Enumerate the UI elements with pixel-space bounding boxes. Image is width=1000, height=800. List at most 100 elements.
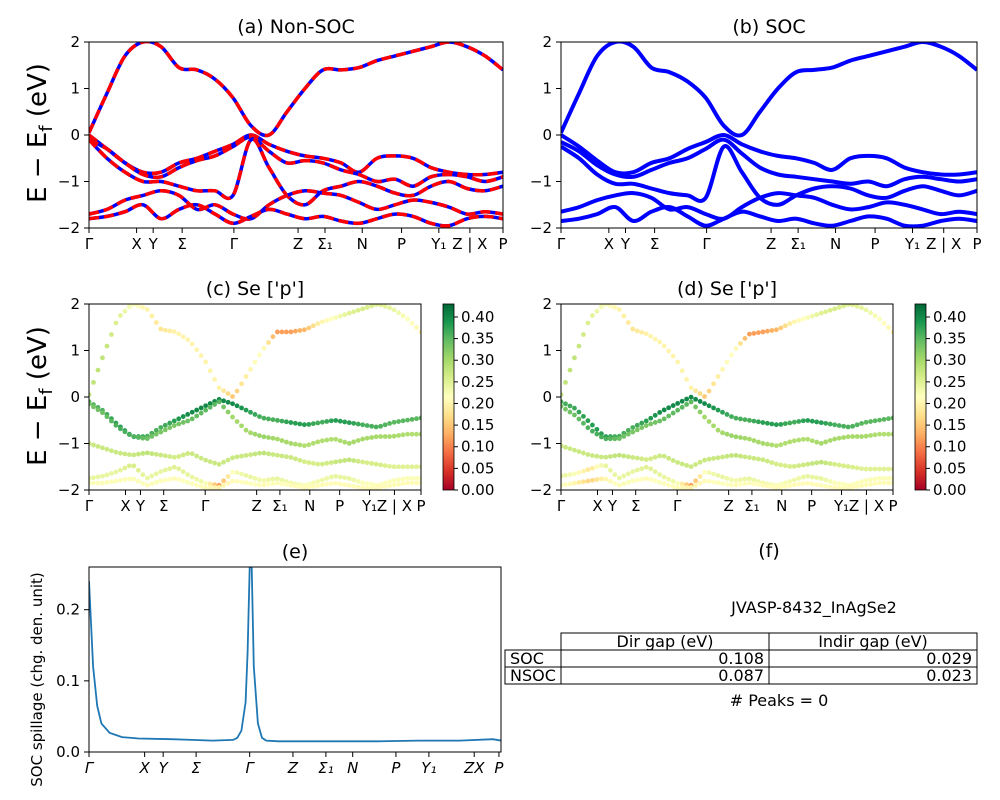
x-tick-label: N [347,759,358,777]
projection-point [89,480,92,486]
projection-point [275,436,280,442]
projection-point [616,482,622,488]
projection-point [832,461,838,467]
projection-point [297,421,303,427]
projection-point [162,453,168,459]
colorbar-tick-label: 0.40 [461,308,494,326]
projection-point [782,421,788,427]
projection-point [764,328,770,334]
projection-point [144,436,150,441]
projection-point [625,320,631,325]
band-line [561,144,977,207]
projection-point [881,431,887,437]
projection-point [800,474,806,480]
projection-point [355,421,361,427]
projection-point [382,304,388,309]
projection-point [212,460,218,466]
table-row-label: SOC [510,649,544,668]
projection-point [854,304,860,309]
projection-point [337,474,343,480]
projection-point [257,414,262,420]
projection-point [373,434,379,440]
projection-point [845,464,851,469]
projection-point [382,434,388,439]
projection-point [738,435,743,440]
projection-point [135,451,141,457]
x-tick-label: Σ₁ [744,497,760,515]
projection-point [827,307,833,313]
projection-point [104,446,110,452]
projection-point [760,441,766,446]
projection-point [747,436,752,442]
projection-point [670,353,676,359]
projection-point [634,427,640,433]
projection-point [288,329,294,335]
projection-point [778,484,784,490]
projection-point [310,323,316,329]
projection-point [648,333,654,339]
projection-point [773,461,779,467]
projection-point [621,453,627,459]
projection-point [607,478,613,484]
projection-point [868,481,873,487]
projection-point [881,320,887,326]
y-tick-label: −1 [530,435,552,453]
projection-point [378,434,384,439]
projection-point [167,466,173,472]
projection-point [778,421,784,427]
projection-point [171,464,177,470]
projection-point [890,431,893,437]
spillage-ylabel: SOC spillage (chg. den. unit) [28,572,46,787]
projection-point [652,469,658,475]
projection-point [328,436,334,442]
projection-point [122,451,128,457]
projection-point [207,481,213,487]
projection-point [706,456,712,462]
projection-point [257,482,262,488]
projection-point [809,418,815,424]
projection-point [176,466,182,472]
projection-point [243,480,249,486]
band-line-soc [89,42,503,138]
projection-point [679,461,685,467]
projection-point [697,409,703,415]
projection-point [212,485,218,490]
projection-point [176,454,182,459]
colorbar-tick-label: 0.15 [461,416,494,434]
projection-point [863,433,869,439]
x-tick-label: Z | X [926,235,961,253]
projection-point [630,429,636,435]
projection-point [396,433,401,438]
projection-point [756,419,761,425]
projection-point [212,377,218,382]
projection-point [333,473,339,479]
colorbar-tick-label: 0.10 [933,438,966,456]
projection-point [724,412,730,417]
spillage-line [89,567,501,743]
projection-point [720,366,725,372]
ylabel-mid-unit: (eV) [23,326,53,388]
plot-area [89,42,503,228]
projection-point [351,477,357,483]
projection-point [297,484,303,490]
x-tick-label: X [120,497,130,515]
colorbar-tick-label: 0.20 [933,394,966,412]
projection-point [243,407,249,413]
projection-point [581,420,586,426]
colorbar-tick-label: 0.00 [933,481,966,499]
projection-point [333,459,339,465]
projection-point [827,484,833,490]
projection-point [171,423,177,428]
projection-point [805,480,811,486]
projection-point [297,328,303,333]
projection-point [823,420,829,426]
projection-point [113,478,119,484]
x-tick-label: Σ₁ [318,759,334,777]
projection-point [612,453,618,459]
projection-point [729,433,734,439]
projection-point [270,417,276,423]
panel-d-se-p-projection: (d) Se ['p']210−1−2Γ X Y Σ Γ Z Σ₁ N P Y₁ Z | X P0.4… [530,278,967,515]
projection-point [333,315,339,320]
projection-point [585,425,591,431]
projection-point [337,438,343,444]
